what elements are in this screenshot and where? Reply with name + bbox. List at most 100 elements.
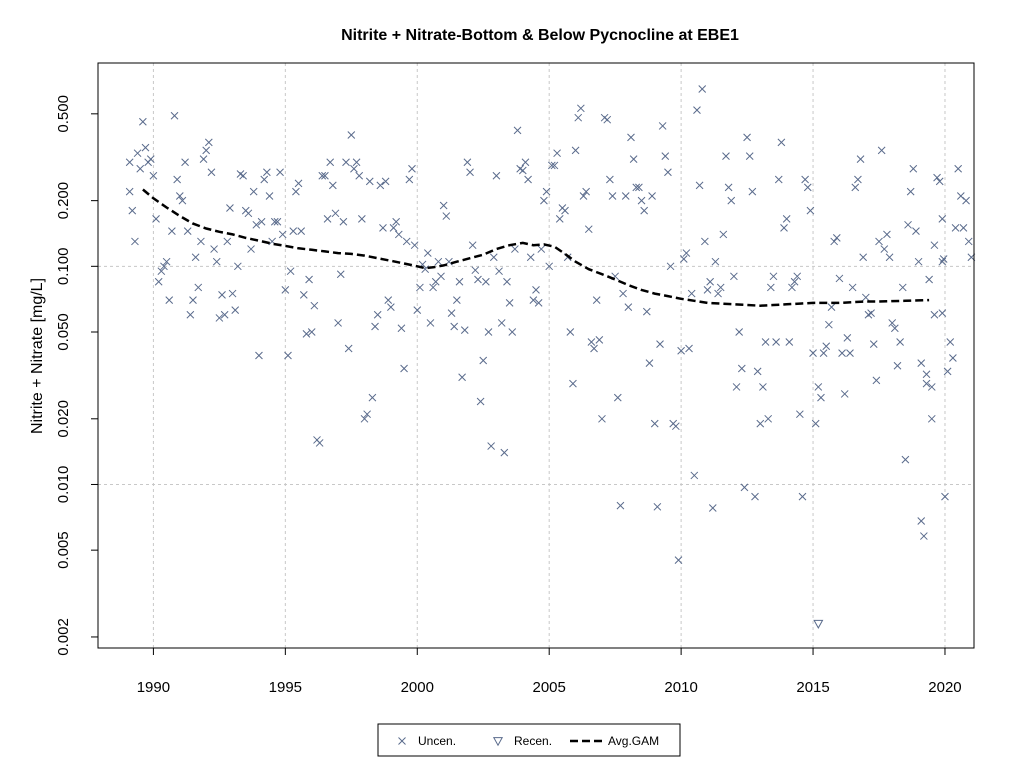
data-point-uncen: [885, 253, 894, 262]
data-point-uncen: [305, 275, 313, 284]
data-point-uncen: [434, 257, 443, 266]
data-point-uncen: [964, 237, 973, 246]
y-tick-label: 0.200: [55, 182, 72, 220]
data-point-uncen: [315, 439, 324, 447]
data-point-uncen: [943, 367, 952, 376]
data-point-uncen: [270, 217, 279, 226]
data-point-uncen: [197, 237, 205, 246]
data-point-uncen: [898, 283, 907, 292]
data-point-uncen: [394, 230, 403, 239]
chart-title: Nitrite + Nitrate-Bottom & Below Pycnocl…: [341, 27, 739, 44]
data-point-uncen: [455, 277, 464, 286]
data-point-uncen: [701, 237, 709, 246]
data-point-uncen: [819, 349, 828, 357]
data-point-uncen: [379, 224, 387, 232]
data-point-uncen: [479, 356, 488, 365]
y-tick-label: 0.020: [55, 400, 72, 438]
data-point-uncen: [352, 158, 361, 167]
data-point-uncen: [497, 319, 506, 327]
data-point-uncen: [505, 299, 514, 307]
data-point-uncen: [632, 183, 641, 192]
data-point-uncen: [392, 217, 401, 226]
data-point-uncen: [635, 183, 643, 192]
data-point-uncen: [223, 237, 232, 246]
data-point-uncen: [624, 303, 633, 311]
data-point-uncen: [170, 111, 179, 120]
data-point-uncen: [168, 227, 176, 235]
data-point-uncen: [521, 158, 530, 167]
data-point-uncen: [181, 158, 189, 167]
data-point-uncen: [136, 164, 145, 173]
data-point-uncen: [941, 492, 949, 501]
data-point-uncen: [439, 201, 448, 210]
data-point-uncen: [579, 192, 588, 200]
data-point-uncen: [323, 215, 332, 223]
y-tick-label: 0.005: [55, 531, 72, 569]
legend-label: Recen.: [514, 734, 552, 748]
data-point-uncen: [292, 187, 300, 196]
data-point-uncen: [408, 164, 416, 173]
data-point-uncen: [893, 361, 902, 370]
data-point-uncen: [846, 349, 854, 357]
data-point-uncen: [318, 171, 327, 180]
data-point-uncen: [255, 351, 263, 360]
data-point-uncen: [619, 289, 627, 298]
data-point-uncen: [674, 556, 683, 564]
data-point-uncen: [247, 245, 255, 253]
data-point-uncen: [178, 196, 187, 205]
data-point-uncen: [703, 286, 712, 294]
data-point-uncen: [724, 183, 733, 192]
data-point-uncen: [423, 249, 432, 257]
data-point-uncen: [854, 175, 862, 184]
data-point-uncen: [186, 310, 195, 319]
data-point-uncen: [872, 376, 881, 385]
data-point-uncen: [244, 209, 253, 218]
data-point-uncen: [371, 322, 379, 331]
data-point-uncen: [294, 179, 303, 188]
data-point-uncen: [714, 289, 722, 298]
data-point-uncen: [199, 155, 208, 163]
marks: [125, 85, 976, 629]
data-point-uncen: [809, 349, 817, 357]
data-point-uncen: [629, 155, 638, 163]
data-point-uncen: [922, 379, 931, 388]
data-point-uncen: [218, 290, 226, 299]
data-point-uncen: [286, 267, 295, 276]
data-point-uncen: [131, 237, 139, 246]
data-point-uncen: [751, 492, 759, 501]
data-point-uncen: [500, 448, 509, 457]
data-point-uncen: [513, 126, 522, 135]
data-point-uncen: [827, 303, 836, 311]
data-point-uncen: [730, 272, 738, 281]
data-point-uncen: [595, 336, 604, 344]
data-point-uncen: [265, 192, 274, 200]
x-tick-label: 2000: [401, 679, 434, 696]
data-point-uncen: [387, 303, 395, 311]
data-point-uncen: [708, 504, 717, 512]
data-point-uncen: [363, 410, 371, 419]
gam-line: [142, 188, 930, 307]
data-point-uncen: [935, 177, 944, 186]
data-point-uncen: [152, 215, 160, 223]
data-point-uncen: [220, 310, 229, 319]
data-point-uncen: [825, 320, 833, 329]
data-point-uncen: [914, 257, 923, 266]
data-point-uncen: [360, 414, 369, 423]
data-point-uncen: [202, 146, 211, 155]
data-point-uncen: [901, 455, 910, 464]
data-point-uncen: [774, 175, 783, 184]
data-point-uncen: [727, 196, 736, 205]
data-point-uncen: [650, 419, 659, 428]
data-point-uncen: [856, 155, 865, 163]
data-point-uncen: [782, 215, 791, 223]
data-point-uncen: [566, 328, 575, 336]
data-point-uncen: [912, 227, 920, 235]
data-point-uncen: [769, 272, 778, 281]
data-point-uncen: [621, 192, 630, 200]
y-axis-label: Nitrite + Nitrate [mg/L]: [29, 278, 46, 434]
data-point-uncen: [534, 299, 543, 307]
data-point-uncen: [949, 354, 957, 362]
data-point-uncen: [606, 175, 614, 184]
data-point-uncen: [645, 359, 654, 367]
